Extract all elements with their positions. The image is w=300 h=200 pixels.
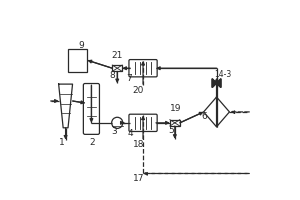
Text: 19: 19	[170, 104, 181, 113]
Text: 3: 3	[111, 127, 117, 136]
Polygon shape	[212, 79, 217, 87]
Text: 7: 7	[126, 74, 132, 83]
Text: 5: 5	[168, 126, 174, 135]
Polygon shape	[212, 79, 217, 87]
Text: 4: 4	[127, 129, 133, 138]
Text: 2: 2	[90, 138, 95, 147]
Text: 20: 20	[132, 86, 144, 95]
Text: 6: 6	[202, 112, 208, 121]
Text: 14-3: 14-3	[214, 70, 231, 79]
Text: 9: 9	[79, 41, 84, 50]
Text: 21: 21	[112, 51, 123, 60]
Polygon shape	[217, 79, 221, 87]
Text: 1: 1	[59, 138, 64, 147]
Text: 17: 17	[133, 174, 144, 183]
Text: 8: 8	[110, 71, 116, 80]
Polygon shape	[217, 79, 221, 87]
Text: 18: 18	[133, 140, 145, 149]
